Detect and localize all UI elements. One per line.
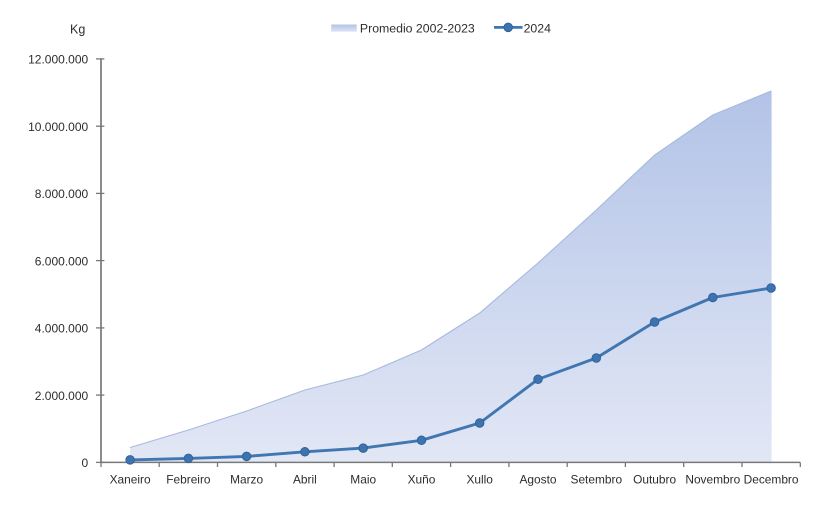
svg-text:Kg: Kg xyxy=(70,22,85,36)
svg-text:8.000.000: 8.000.000 xyxy=(35,187,89,201)
svg-text:Setembro: Setembro xyxy=(571,473,623,487)
svg-text:Xullo: Xullo xyxy=(466,473,493,487)
svg-text:Abril: Abril xyxy=(293,473,317,487)
svg-text:10.000.000: 10.000.000 xyxy=(28,120,88,134)
svg-text:0: 0 xyxy=(82,456,89,470)
svg-text:Febreiro: Febreiro xyxy=(166,473,211,487)
svg-text:12.000.000: 12.000.000 xyxy=(28,53,88,67)
svg-text:Promedio 2002-2023: Promedio 2002-2023 xyxy=(360,22,475,36)
svg-text:Decembro: Decembro xyxy=(744,473,799,487)
svg-text:Marzo: Marzo xyxy=(230,473,263,487)
svg-text:Xuño: Xuño xyxy=(408,473,436,487)
svg-text:6.000.000: 6.000.000 xyxy=(35,254,89,268)
svg-text:2.000.000: 2.000.000 xyxy=(35,389,89,403)
svg-text:2024: 2024 xyxy=(524,22,552,36)
svg-text:4.000.000: 4.000.000 xyxy=(35,322,89,336)
svg-text:Outubro: Outubro xyxy=(633,473,676,487)
svg-text:Maio: Maio xyxy=(350,473,376,487)
svg-text:Novembro: Novembro xyxy=(685,473,740,487)
svg-text:Agosto: Agosto xyxy=(519,473,556,487)
svg-text:Xaneiro: Xaneiro xyxy=(110,473,151,487)
